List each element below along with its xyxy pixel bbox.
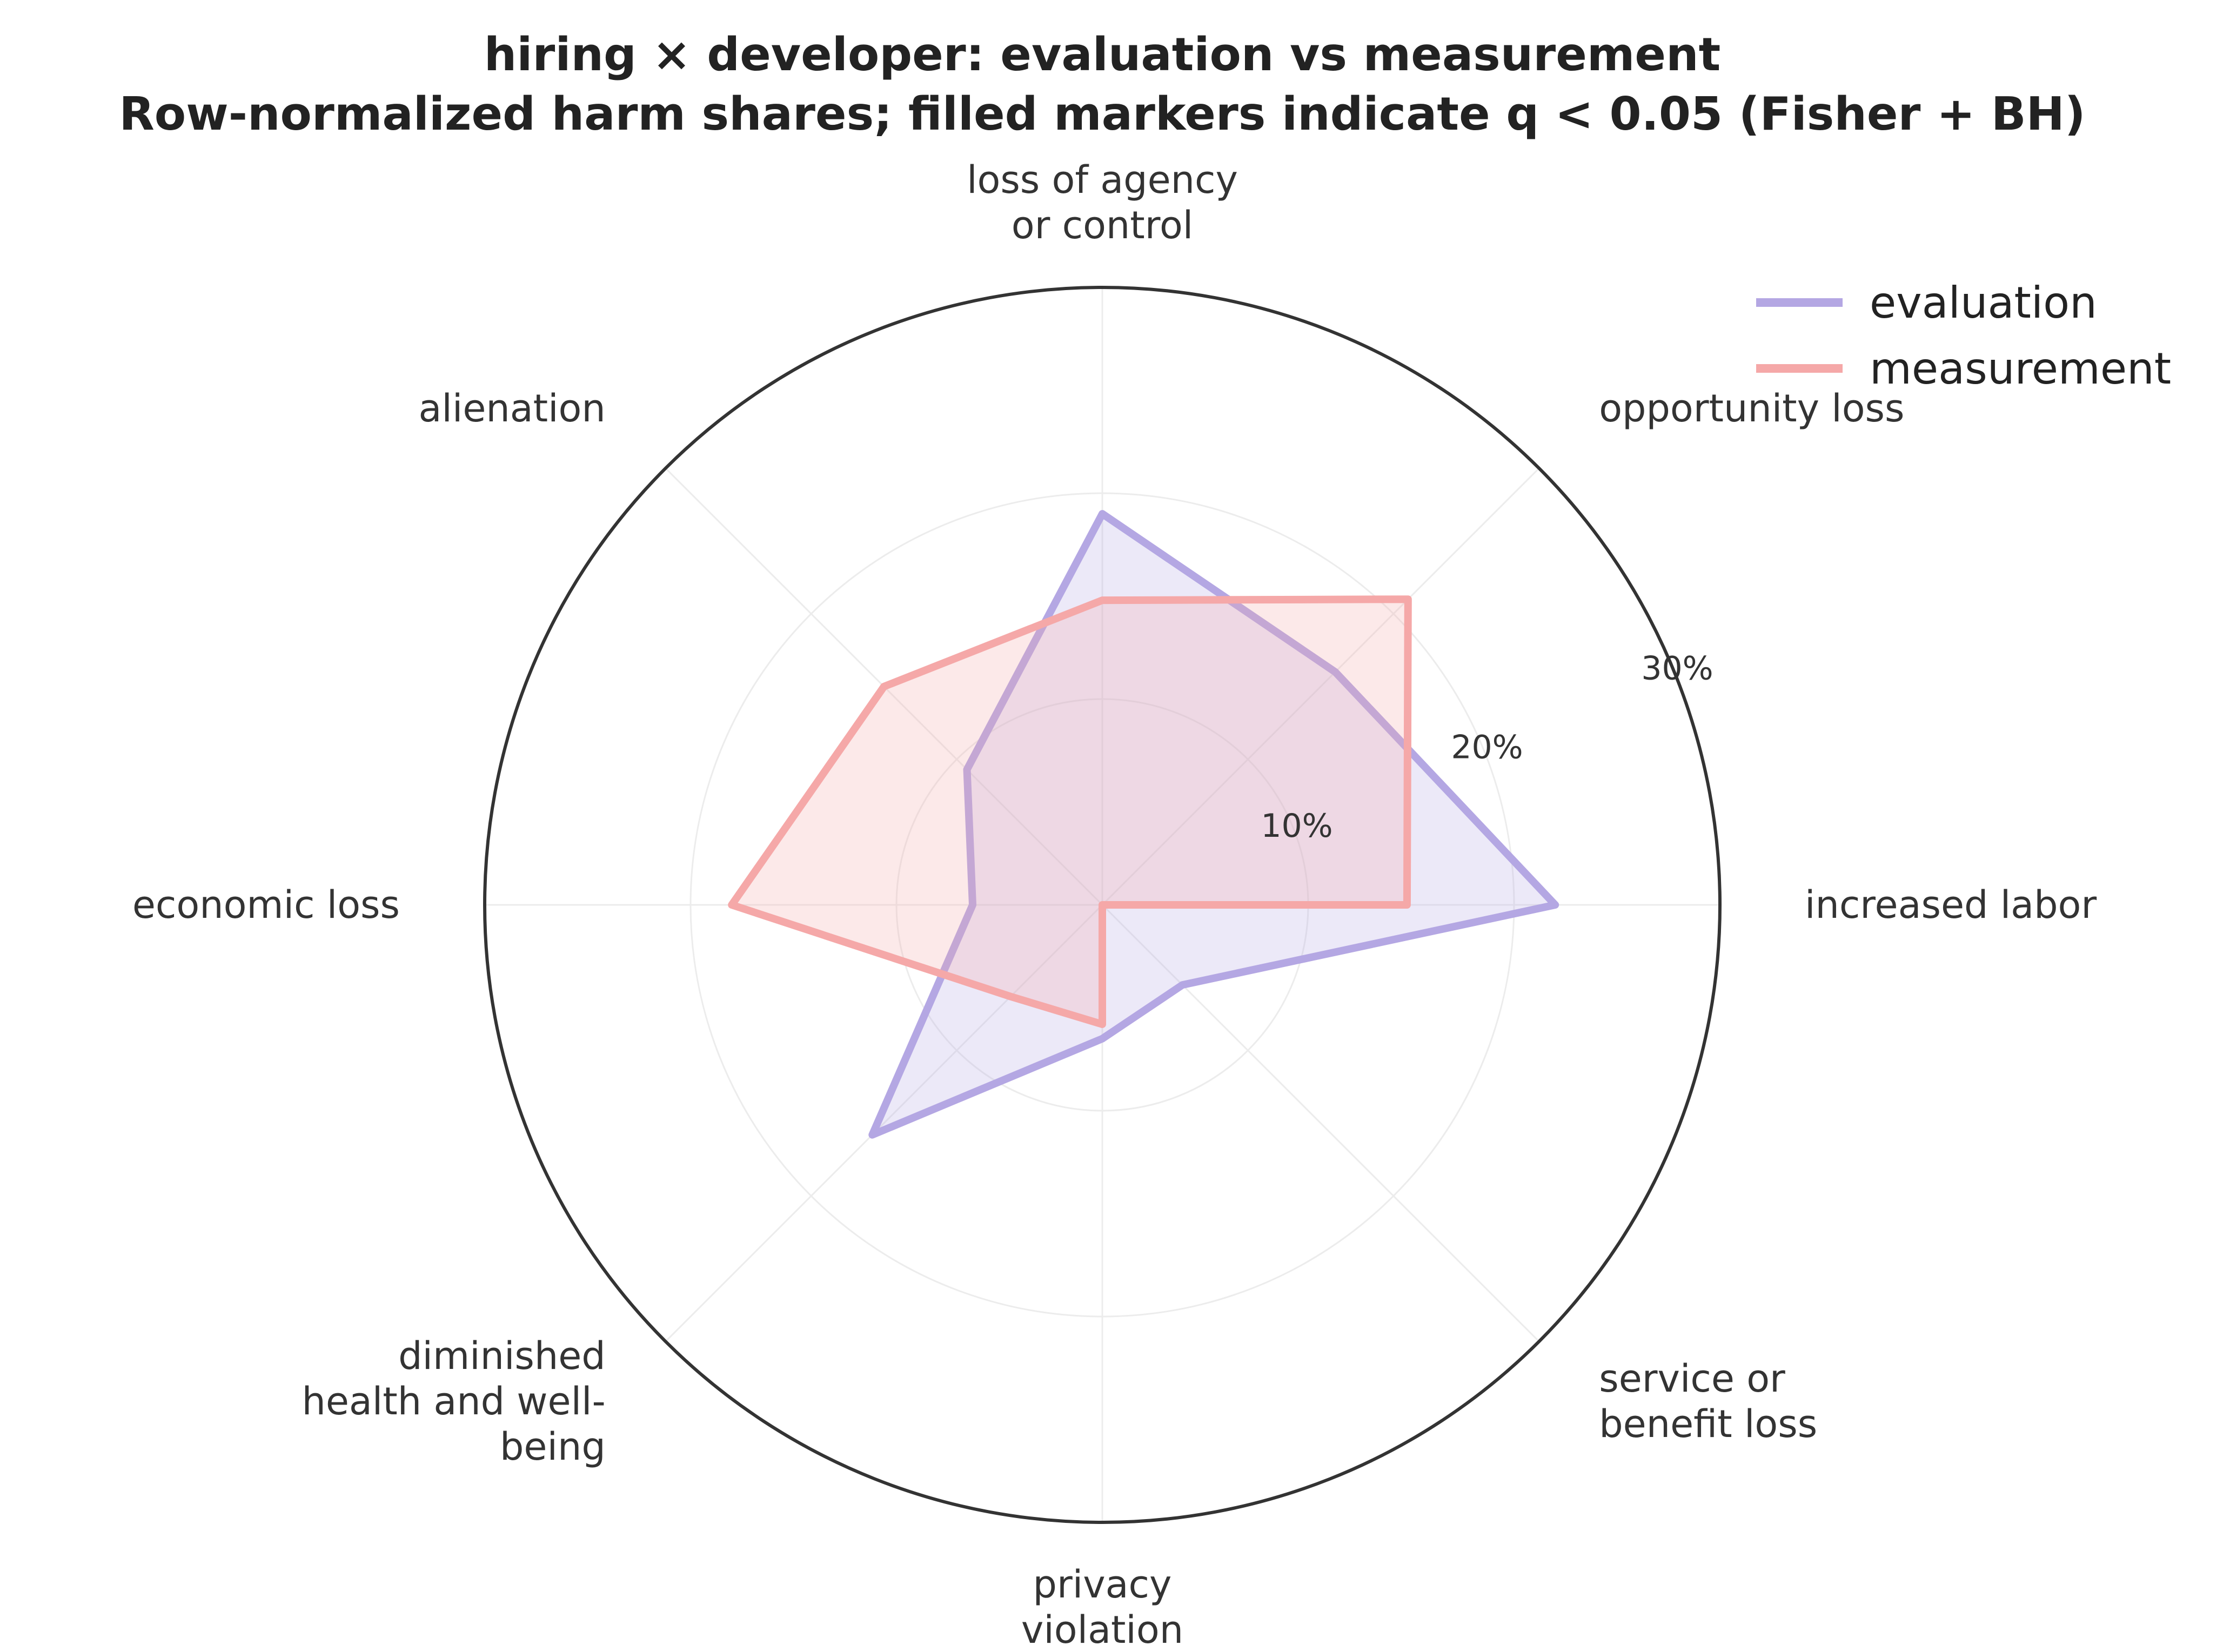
chart-subtitle: Row-normalized harm shares; filled marke…: [119, 88, 2085, 141]
category-labels: increased labor opportunity loss loss of a…: [132, 158, 2097, 1652]
series-line-0: [868, 510, 1559, 1139]
radial-tick-label-0: 10%: [1261, 807, 1333, 845]
category-label-4: economic loss: [132, 883, 400, 927]
category-label-3: alienation: [419, 386, 606, 431]
category-label-0: increased labor: [1805, 883, 2097, 927]
outer-frame-circle: [483, 286, 1722, 1524]
legend: evaluation measurement: [1756, 278, 2171, 394]
category-label-5-line-1: health and well-: [302, 1379, 605, 1423]
legend-label-evaluation: evaluation: [1870, 278, 2097, 328]
category-label-0-line-0: increased labor: [1805, 883, 2097, 927]
series-fill-0: [872, 514, 1556, 1135]
category-label-6-line-1: violation: [1021, 1608, 1183, 1652]
category-label-1-line-0: opportunity loss: [1599, 386, 1904, 431]
category-label-6-line-0: privacy: [1033, 1562, 1172, 1607]
grid-spoke-1: [1101, 467, 1540, 906]
grid-spoke-5: [665, 904, 1103, 1342]
category-label-3-line-0: alienation: [419, 386, 606, 431]
category-label-7-line-0: service or: [1599, 1356, 1785, 1401]
legend-label-measurement: measurement: [1870, 344, 2171, 394]
radial-tick-label-2: 30%: [1641, 650, 1713, 688]
category-label-5: diminished health and well-being: [302, 1334, 605, 1469]
category-label-5-line-0: diminished: [398, 1334, 606, 1378]
category-label-7: service or benefit loss: [1599, 1356, 1817, 1446]
grid-spoke-7: [1101, 904, 1540, 1342]
category-label-2: loss of agency or control: [967, 158, 1238, 247]
category-label-2-line-1: or control: [1012, 203, 1194, 247]
category-label-1: opportunity loss: [1599, 386, 1904, 431]
chart-title: hiring × developer: evaluation vs measur…: [484, 28, 1720, 82]
series-layer: [728, 510, 1559, 1139]
category-label-6: privacy violation: [1021, 1562, 1183, 1652]
category-label-5-line-2: being: [500, 1425, 606, 1469]
radial-tick-labels: 10% 20% 30%: [1261, 650, 1713, 845]
series-fill-1: [732, 599, 1408, 1024]
polar-grid: [483, 286, 1722, 1524]
category-label-4-line-0: economic loss: [132, 883, 400, 927]
series-line-1: [728, 595, 1412, 1028]
category-label-2-line-0: loss of agency: [967, 158, 1238, 202]
radial-tick-label-1: 20%: [1451, 728, 1523, 766]
category-label-7-line-1: benefit loss: [1599, 1402, 1817, 1446]
